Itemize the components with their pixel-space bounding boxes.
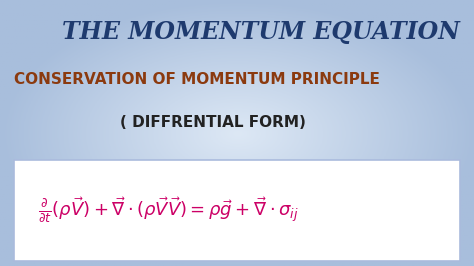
Text: $\frac{\partial}{\partial t}(\rho\vec{V}) + \vec{\nabla}\cdot(\rho\vec{V}\vec{V}: $\frac{\partial}{\partial t}(\rho\vec{V}… [38,196,299,225]
FancyBboxPatch shape [14,160,460,261]
Text: ( DIFFRENTIAL FORM): ( DIFFRENTIAL FORM) [120,115,306,130]
Text: CONSERVATION OF MOMENTUM PRINCIPLE: CONSERVATION OF MOMENTUM PRINCIPLE [14,72,380,87]
Text: THE MOMENTUM EQUATION: THE MOMENTUM EQUATION [62,20,460,44]
